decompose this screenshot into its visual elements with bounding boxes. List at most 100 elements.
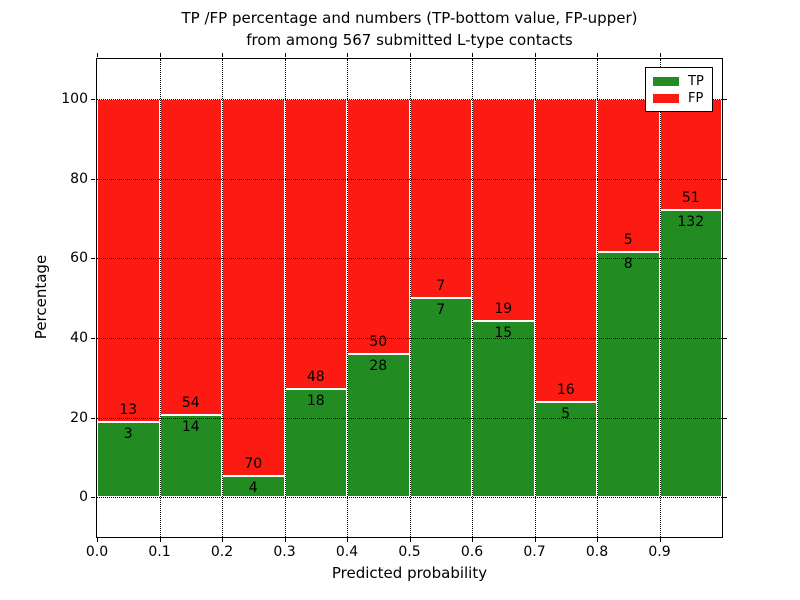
bar-count-label-tp: 18: [306, 392, 325, 409]
x-tick-mark-top: [534, 53, 536, 57]
x-tick-label: 0.6: [460, 544, 484, 560]
bar-count-label-fp: 5: [623, 232, 633, 249]
x-tick-mark: [97, 538, 98, 542]
y-tick-label: 40: [70, 329, 88, 346]
x-tick-mark: [284, 538, 286, 542]
bar-segment-tp: [159, 415, 222, 498]
x-tick-label: 0.3: [273, 544, 296, 560]
x-tick-label: 0.5: [398, 544, 421, 560]
legend-entry-tp: TP: [653, 73, 705, 90]
y-axis-label: Percentage: [32, 254, 50, 340]
y-tick-mark-right: [723, 258, 727, 260]
bar-count-label-tp: 132: [677, 213, 705, 230]
bar-count-label-fp: 48: [306, 368, 325, 385]
grid-layer: [97, 59, 722, 537]
x-tick-label: 0.1: [148, 544, 171, 560]
y-tick-label: 80: [70, 170, 88, 187]
y-tick-mark: [91, 337, 95, 339]
bar-count-label-tp: 28: [369, 358, 388, 375]
gridline-vertical: [284, 59, 286, 537]
bar-layer: [97, 59, 722, 537]
bar-count-label-fp: 7: [436, 278, 446, 294]
annotation-layer: 13 3 54 14 70 4 48 18 50 28 7 7 19 15 16 5 5 8 51 132: [97, 59, 722, 537]
bar-count-label-fp: 16: [556, 382, 575, 399]
bar-segment-fp: [534, 98, 597, 403]
bar-count-label-fp: 54: [181, 395, 200, 412]
legend-label-fp: FP: [688, 91, 704, 106]
chart-title-line1: TP /FP percentage and numbers (TP-bottom…: [181, 9, 638, 27]
x-tick-mark-top: [222, 53, 223, 57]
gridline-vertical: [472, 59, 473, 537]
x-tick-mark: [534, 538, 536, 542]
gridline-vertical: [597, 59, 598, 537]
y-tick-mark: [91, 258, 95, 260]
y-tick-mark-right: [723, 178, 727, 180]
y-tick-mark-right: [723, 497, 727, 499]
y-tick-label: 60: [70, 250, 88, 267]
bar-count-label-tp: 3: [123, 426, 133, 443]
x-tick-mark-top: [159, 53, 161, 57]
x-tick-mark-top: [347, 53, 348, 57]
x-tick-mark-top: [597, 53, 598, 57]
x-tick-mark: [659, 538, 661, 542]
gridline-vertical: [222, 59, 223, 537]
x-tick-label: 0.4: [335, 544, 359, 560]
bar-count-label-tp: 15: [494, 325, 513, 342]
legend: TP FP: [645, 67, 713, 112]
bar-segment-tp: [284, 388, 347, 498]
bar-count-label-tp: 4: [248, 479, 258, 496]
bar-count-label-fp: 13: [119, 402, 138, 419]
x-tick-label: 0.7: [523, 544, 546, 560]
bar-count-label-fp: 19: [494, 301, 513, 318]
x-tick-mark-top: [659, 53, 661, 57]
x-tick-mark-top: [284, 53, 286, 57]
y-tick-mark: [91, 98, 95, 100]
x-tick-label: 0.2: [210, 544, 234, 560]
gridline-vertical: [347, 59, 348, 537]
fp-color-swatch: [653, 94, 679, 103]
gridline-vertical: [409, 59, 411, 537]
gridline-vertical: [659, 59, 661, 537]
x-tick-label: 0.9: [648, 544, 671, 560]
x-tick-mark: [409, 538, 411, 542]
y-tick-label: 100: [61, 90, 88, 107]
x-tick-mark: [597, 538, 598, 542]
x-tick-mark-top: [409, 53, 411, 57]
bar-count-label-fp: 51: [681, 189, 700, 206]
x-tick-mark-top: [472, 53, 473, 57]
y-tick-label: 20: [70, 409, 88, 426]
bar-count-label-tp: 14: [181, 419, 200, 436]
y-tick-mark: [91, 417, 95, 419]
x-tick-mark-top: [97, 53, 98, 57]
bar-count-label-fp: 50: [369, 334, 388, 351]
bar-segment-tp: [97, 422, 160, 498]
legend-label-tp: TP: [688, 74, 704, 89]
y-tick-label: 0: [79, 489, 88, 506]
y-tick-mark-right: [723, 337, 727, 339]
chart-title: TP /FP percentage and numbers (TP-bottom…: [96, 7, 723, 51]
bar-segment-tp: [347, 354, 410, 498]
bar-segment-tp: [597, 252, 660, 498]
y-tick-mark: [91, 497, 95, 499]
gridline-vertical: [534, 59, 536, 537]
tp-color-swatch: [653, 77, 679, 86]
bar-segment-fp: [409, 98, 472, 298]
x-tick-mark: [347, 538, 348, 542]
x-tick-label: 0.0: [85, 544, 109, 560]
x-tick-mark: [472, 538, 473, 542]
legend-entry-fp: FP: [653, 90, 705, 107]
bar-count-label-tp: 5: [561, 406, 571, 423]
bar-segment-fp: [472, 98, 535, 322]
gridline-vertical: [159, 59, 161, 537]
bar-segment-tp: [659, 209, 722, 498]
x-axis-label: Predicted probability: [331, 564, 488, 582]
plot-area: 13 3 54 14 70 4 48 18 50 28 7 7 19 15 16 5 5 8 51 132: [96, 58, 723, 538]
bar-count-label-fp: 70: [244, 455, 263, 472]
bar-segment-fp: [97, 98, 160, 423]
bar-segment-fp: [659, 98, 722, 210]
y-tick-mark-right: [723, 98, 727, 100]
bar-count-label-tp: 7: [436, 302, 446, 318]
x-tick-mark: [222, 538, 223, 542]
x-tick-label: 0.8: [585, 544, 609, 560]
